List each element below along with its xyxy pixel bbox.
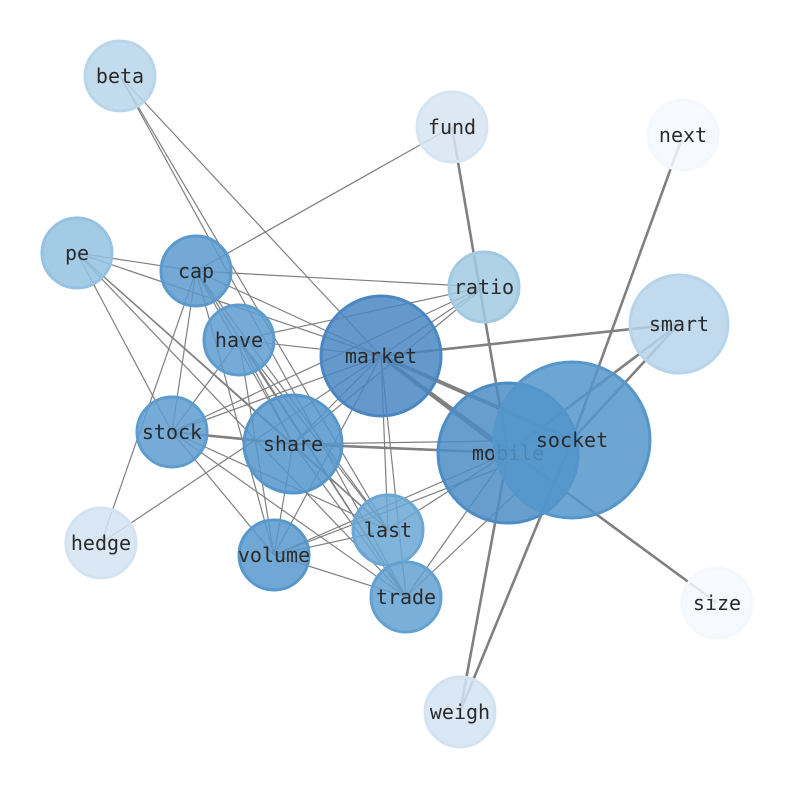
node-have[interactable]: have bbox=[202, 303, 276, 377]
node-label: trade bbox=[376, 585, 436, 609]
node-circle[interactable] bbox=[159, 234, 233, 308]
node-pe[interactable]: pe bbox=[40, 216, 114, 290]
node-label: pe bbox=[65, 241, 89, 265]
node-last[interactable]: last bbox=[351, 493, 425, 567]
node-beta[interactable]: beta bbox=[83, 39, 157, 113]
node-cap[interactable]: cap bbox=[159, 234, 233, 308]
node-circle[interactable] bbox=[83, 39, 157, 113]
edge-beta-market bbox=[119, 75, 382, 357]
node-trade[interactable]: trade bbox=[369, 560, 443, 634]
edge-pe-trade bbox=[76, 252, 407, 598]
node-circle[interactable] bbox=[646, 98, 720, 172]
edge-stock-trade bbox=[171, 431, 407, 598]
node-label: beta bbox=[96, 64, 144, 88]
node-label: socket bbox=[536, 428, 608, 452]
node-label: volume bbox=[238, 543, 310, 567]
node-next[interactable]: next bbox=[646, 98, 720, 172]
node-label: size bbox=[693, 591, 741, 615]
node-circle[interactable] bbox=[423, 675, 497, 749]
node-circle[interactable] bbox=[351, 493, 425, 567]
node-weigh[interactable]: weigh bbox=[423, 675, 497, 749]
edge-beta-last bbox=[119, 75, 389, 531]
node-label: smart bbox=[649, 312, 709, 336]
node-ratio[interactable]: ratio bbox=[447, 250, 521, 324]
edge-cap-ratio bbox=[195, 270, 485, 288]
node-circle[interactable] bbox=[492, 360, 652, 520]
node-circle[interactable] bbox=[135, 395, 209, 469]
node-size[interactable]: size bbox=[680, 566, 754, 640]
node-share[interactable]: share bbox=[242, 393, 344, 495]
node-socket[interactable]: socket bbox=[492, 360, 652, 520]
node-circle[interactable] bbox=[64, 506, 138, 580]
node-label: fund bbox=[428, 115, 476, 139]
node-circle[interactable] bbox=[369, 560, 443, 634]
node-label: weigh bbox=[430, 700, 490, 724]
node-circle[interactable] bbox=[242, 393, 344, 495]
node-label: next bbox=[659, 123, 707, 147]
node-circle[interactable] bbox=[447, 250, 521, 324]
node-hedge[interactable]: hedge bbox=[64, 506, 138, 580]
node-label: ratio bbox=[454, 275, 514, 299]
node-volume[interactable]: volume bbox=[237, 518, 311, 592]
node-stock[interactable]: stock bbox=[135, 395, 209, 469]
node-circle[interactable] bbox=[680, 566, 754, 640]
node-circle[interactable] bbox=[40, 216, 114, 290]
node-label: last bbox=[364, 518, 412, 542]
node-fund[interactable]: fund bbox=[415, 90, 489, 164]
node-circle[interactable] bbox=[202, 303, 276, 377]
edge-cap-volume bbox=[195, 270, 275, 556]
node-label: stock bbox=[142, 420, 202, 444]
edge-fund-cap bbox=[195, 126, 453, 272]
node-label: share bbox=[263, 432, 323, 456]
node-circle[interactable] bbox=[237, 518, 311, 592]
node-smart[interactable]: smart bbox=[628, 273, 730, 375]
node-label: hedge bbox=[71, 531, 131, 555]
node-circle[interactable] bbox=[628, 273, 730, 375]
node-market[interactable]: market bbox=[319, 294, 443, 418]
node-label: have bbox=[215, 328, 263, 352]
nodes: beta fund next pe cap ratio smart have market sto… bbox=[40, 39, 754, 749]
node-label: cap bbox=[178, 259, 214, 283]
node-circle[interactable] bbox=[319, 294, 443, 418]
node-circle[interactable] bbox=[415, 90, 489, 164]
node-label: market bbox=[345, 344, 417, 368]
